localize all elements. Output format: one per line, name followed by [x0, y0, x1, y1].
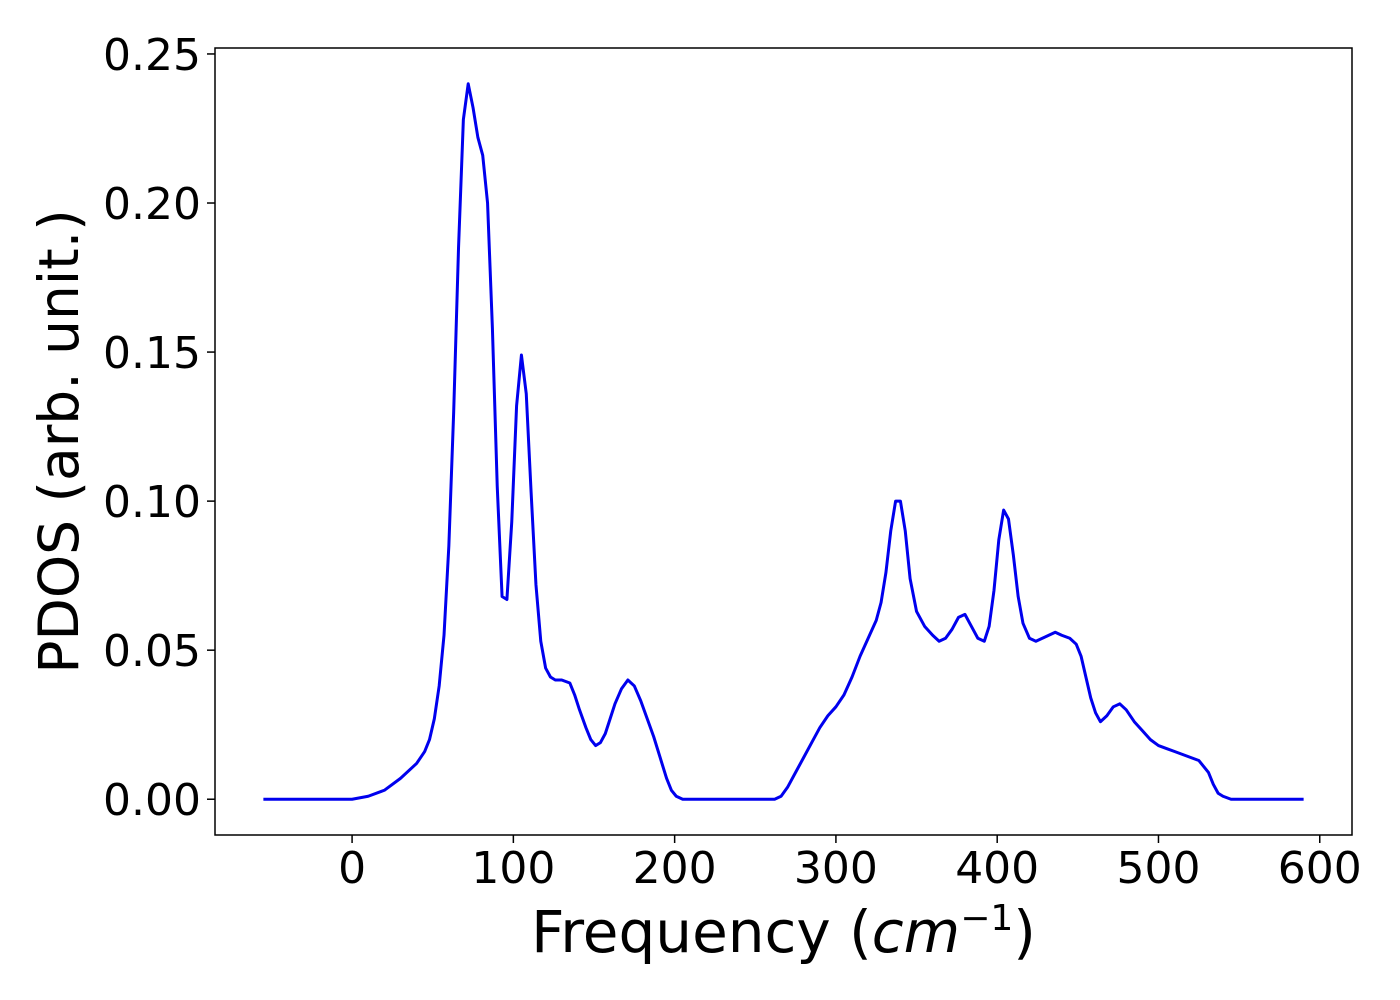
x-axis-label: Frequency (cm−1) [531, 898, 1036, 966]
y-tick-label: 0.05 [103, 626, 201, 677]
x-axis-label-unit: cm [872, 898, 960, 966]
x-tick-label: 0 [338, 843, 366, 894]
x-tick-label: 300 [794, 843, 878, 894]
x-tick-label: 100 [471, 843, 555, 894]
y-tick-label: 0.15 [103, 328, 201, 379]
x-tick-label: 200 [633, 843, 717, 894]
plot-frame [214, 47, 1353, 836]
y-tick-label: 0.10 [103, 477, 201, 528]
plot-area [214, 47, 1353, 836]
x-axis: 0 100 200 300 400 500 600 [338, 835, 1362, 894]
x-tick-label: 600 [1278, 843, 1362, 894]
x-axis-label-close: ) [1013, 898, 1036, 966]
y-tick-label: 0.25 [103, 30, 201, 81]
y-axis: 0.00 0.05 0.10 0.15 0.20 0.25 [103, 30, 215, 826]
y-tick-label: 0.00 [103, 775, 201, 826]
x-axis-label-exponent: −1 [960, 898, 1013, 939]
y-tick-label: 0.20 [103, 179, 201, 230]
x-tick-label: 400 [955, 843, 1039, 894]
x-tick-label: 500 [1116, 843, 1200, 894]
y-axis-label: PDOS (arb. unit.) [27, 209, 91, 673]
x-axis-label-main: Frequency ( [531, 898, 872, 966]
series-line-0 [263, 82, 1304, 801]
